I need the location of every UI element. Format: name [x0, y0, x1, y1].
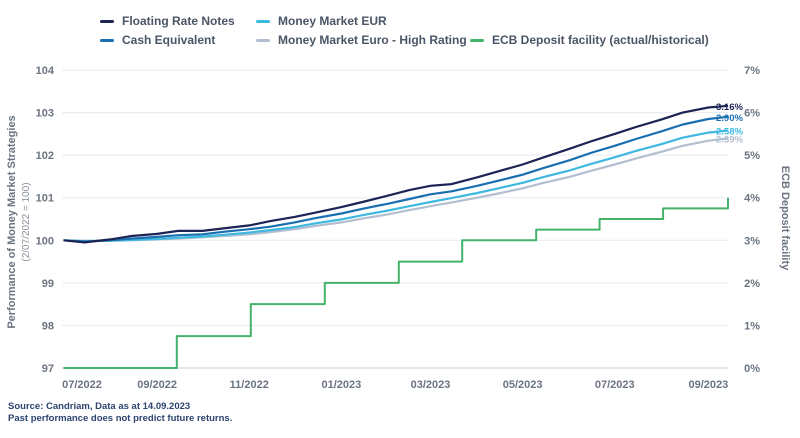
legend-item-money-market-high-rating: Money Market Euro - High Rating [256, 33, 467, 47]
left-tick-label: 98 [42, 320, 54, 332]
disclaimer-note: Past performance does not predict future… [8, 413, 233, 424]
right-tick-label: 3% [744, 235, 760, 247]
x-tick-label: 11/2022 [230, 379, 269, 391]
legend-item-ecb-deposit-facility: ECB Deposit facility (actual/historical) [470, 33, 709, 47]
left-tick-label: 103 [36, 108, 54, 120]
right-tick-label: 4% [744, 193, 760, 205]
end-label-floating-rate-notes: 3.16% [716, 102, 743, 113]
legend-item-money-market-eur: Money Market EUR [256, 14, 387, 28]
left-axis: 97 98 99 100 101 102 103 104 [36, 65, 55, 375]
series-line-money-market-eur [63, 129, 729, 243]
end-label-money-market-euro-high-rating: 2.39% [716, 135, 743, 146]
legend-swatch-ecb-deposit-facility [470, 38, 484, 42]
legend-label-money-market-high-rating: Money Market Euro - High Rating [278, 33, 467, 47]
right-tick-label: 0% [744, 363, 760, 375]
x-tick-label: 07/2022 [62, 379, 102, 391]
legend-swatch-money-market-high-rating [256, 38, 270, 42]
legend-swatch-floating-rate-notes [100, 19, 114, 23]
left-tick-label: 102 [36, 150, 54, 162]
x-tick-label: 05/2023 [503, 379, 543, 391]
legend-label-cash-equivalent: Cash Equivalent [122, 33, 216, 47]
left-tick-label: 104 [36, 65, 55, 77]
right-tick-label: 2% [744, 278, 760, 290]
legend-swatch-money-market-eur [256, 19, 270, 23]
left-tick-label: 97 [42, 363, 54, 375]
series-line-cash-equivalent [63, 115, 729, 243]
end-label-cash-equivalent: 2.90% [716, 113, 743, 124]
legend-item-floating-rate-notes: Floating Rate Notes [100, 14, 235, 28]
left-axis-subtitle: (2/07/2022 = 100) [21, 182, 32, 261]
footer: Source: Candriam, Data as at 14.09.2023 … [8, 401, 232, 425]
legend-label-ecb-deposit-facility: ECB Deposit facility (actual/historical) [492, 33, 709, 47]
legend-swatch-cash-equivalent [100, 38, 114, 42]
right-axis-title: ECB Deposit facility [779, 166, 791, 271]
left-tick-label: 100 [36, 235, 54, 247]
left-axis-title: Performance of Money Market Strategies [6, 115, 18, 328]
series-layer [63, 104, 729, 369]
right-tick-label: 7% [744, 65, 760, 77]
end-labels: 2.39%2.58% 2.90%3.16% [716, 102, 743, 146]
end-label-money-market-eur: 2.58% [716, 126, 743, 137]
x-tick-label: 03/2023 [411, 379, 451, 391]
right-axis: 0% 1% 2% 3% 4% 5% 6% 7% [744, 65, 760, 375]
x-tick-label: 09/2023 [688, 379, 728, 391]
x-tick-label: 01/2023 [322, 379, 362, 391]
left-tick-label: 101 [36, 193, 54, 205]
x-tick-label: 07/2023 [595, 379, 635, 391]
legend-label-floating-rate-notes: Floating Rate Notes [122, 14, 235, 28]
series-line-floating-rate-notes [63, 104, 729, 244]
x-axis: 07/2022 09/2022 11/2022 01/2023 03/2023 05/20… [62, 379, 728, 391]
right-tick-label: 6% [744, 108, 760, 120]
legend: Floating Rate Notes Cash Equivalent Mone… [100, 12, 740, 52]
x-tick-label: 09/2022 [137, 379, 177, 391]
legend-item-cash-equivalent: Cash Equivalent [100, 33, 215, 47]
legend-label-money-market-eur: Money Market EUR [278, 14, 387, 28]
right-tick-label: 1% [744, 320, 760, 332]
right-tick-label: 5% [744, 150, 760, 162]
left-tick-label: 99 [42, 278, 54, 290]
source-note: Source: Candriam, Data as at 14.09.2023 [8, 401, 191, 412]
series-line-ecb-deposit-facility-actual-historical [63, 197, 729, 369]
